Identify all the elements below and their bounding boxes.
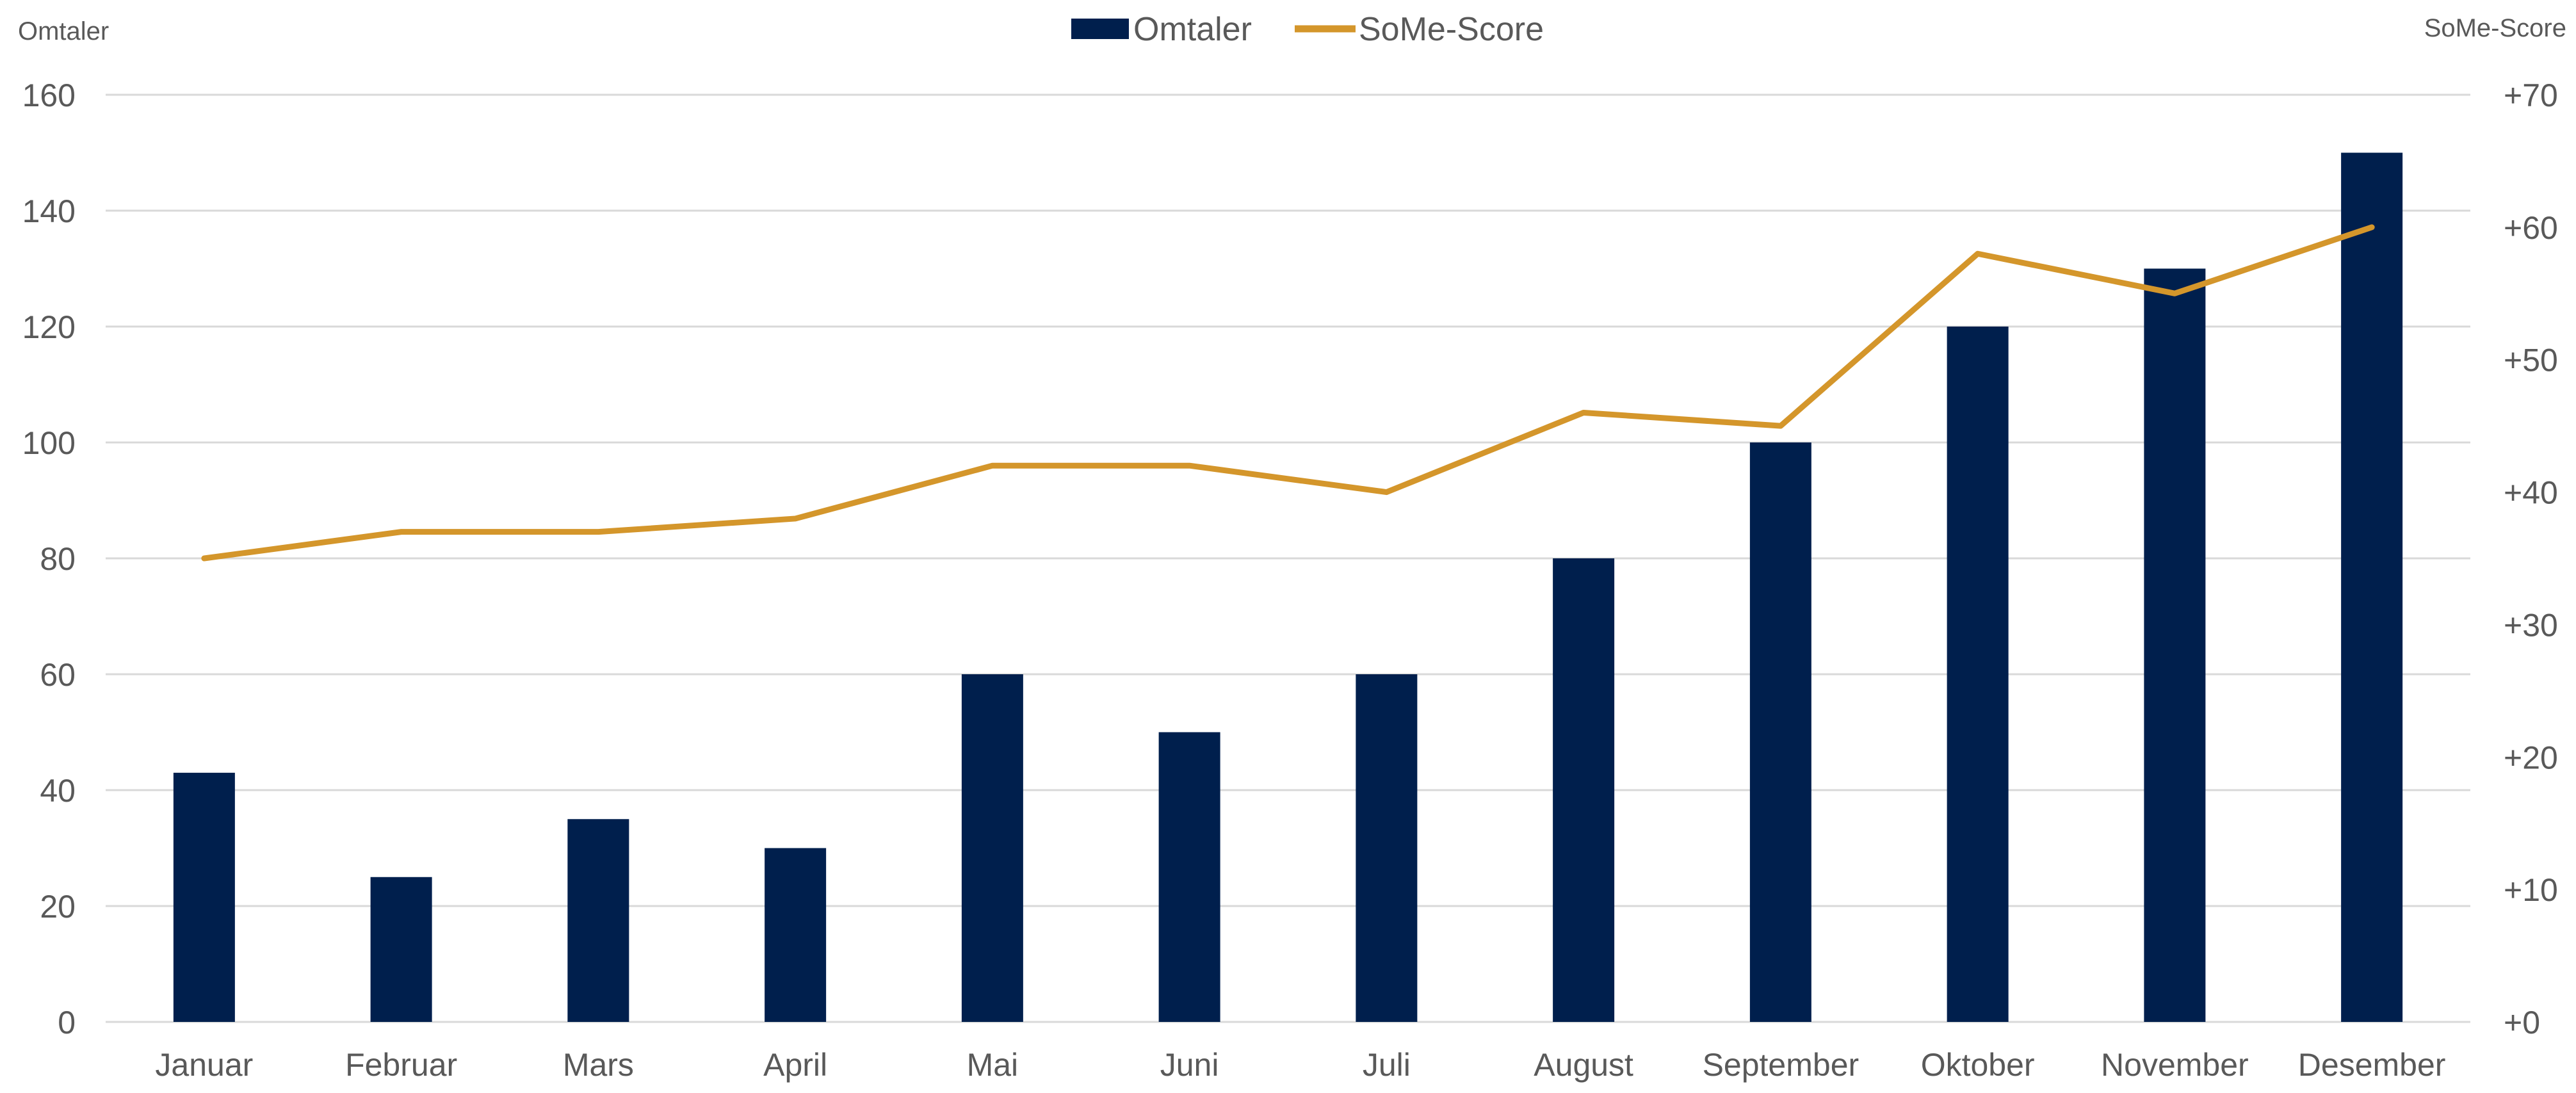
right-tick-label: +10 — [2504, 872, 2558, 908]
right-tick-label: +70 — [2504, 77, 2558, 113]
some-score-line — [201, 224, 2375, 562]
right-tick-label: +60 — [2504, 210, 2558, 246]
x-axis-ticks: Januar Februar Mars April Mai Juni Juli August S… — [155, 1047, 2445, 1083]
x-tick-label: August — [1534, 1047, 1633, 1083]
left-tick-label: 0 — [58, 1005, 76, 1040]
left-tick-label: 80 — [40, 541, 76, 577]
bar-september — [1749, 442, 1811, 1022]
bar-series-omtaler — [173, 152, 2403, 1022]
bar-mai — [961, 674, 1023, 1022]
bar-mars — [567, 819, 629, 1022]
x-tick-label: April — [763, 1047, 827, 1083]
right-axis-ticks: +0 +10 +20 +30 +40 +50 +60 +70 — [2504, 77, 2558, 1040]
bar-april — [765, 848, 827, 1022]
legend: Omtaler SoMe-Score — [1071, 11, 1544, 48]
left-axis-title: Omtaler — [18, 17, 109, 45]
line-series-some-score — [201, 224, 2375, 562]
left-tick-label: 20 — [40, 889, 76, 925]
bar-januar — [173, 772, 235, 1022]
right-tick-label: +30 — [2504, 607, 2558, 643]
x-tick-label: Mars — [563, 1047, 634, 1083]
bar-februar — [370, 877, 432, 1022]
bar-desember — [2341, 152, 2403, 1022]
right-axis-title: SoMe-Score — [2424, 14, 2566, 42]
left-tick-label: 140 — [22, 193, 76, 229]
left-axis-ticks: 0 20 40 60 80 100 120 140 160 — [22, 77, 76, 1040]
left-tick-label: 60 — [40, 657, 76, 693]
legend-bar-swatch — [1071, 19, 1129, 39]
x-tick-label: Desember — [2298, 1047, 2446, 1083]
x-tick-label: November — [2101, 1047, 2249, 1083]
x-tick-label: Juni — [1160, 1047, 1219, 1083]
legend-label-some-score: SoMe-Score — [1359, 11, 1544, 48]
right-tick-label: +0 — [2504, 1005, 2540, 1040]
x-tick-label: Mai — [967, 1047, 1019, 1083]
left-tick-label: 120 — [22, 309, 76, 345]
bar-august — [1553, 558, 1615, 1022]
left-tick-label: 40 — [40, 773, 76, 809]
bar-juli — [1356, 674, 1418, 1022]
x-tick-label: Februar — [345, 1047, 457, 1083]
right-tick-label: +50 — [2504, 343, 2558, 378]
gridlines — [106, 93, 2470, 1023]
x-tick-label: Juli — [1363, 1047, 1411, 1083]
x-tick-label: Januar — [155, 1047, 253, 1083]
right-tick-label: +40 — [2504, 475, 2558, 511]
left-tick-label: 100 — [22, 425, 76, 461]
left-tick-label: 160 — [22, 77, 76, 113]
right-tick-label: +20 — [2504, 740, 2558, 775]
legend-label-omtaler: Omtaler — [1133, 11, 1252, 48]
bar-oktober — [1947, 327, 2009, 1022]
x-tick-label: Oktober — [1921, 1047, 2035, 1083]
x-tick-label: September — [1703, 1047, 1859, 1083]
bar-november — [2144, 268, 2206, 1022]
bar-juni — [1158, 732, 1220, 1022]
